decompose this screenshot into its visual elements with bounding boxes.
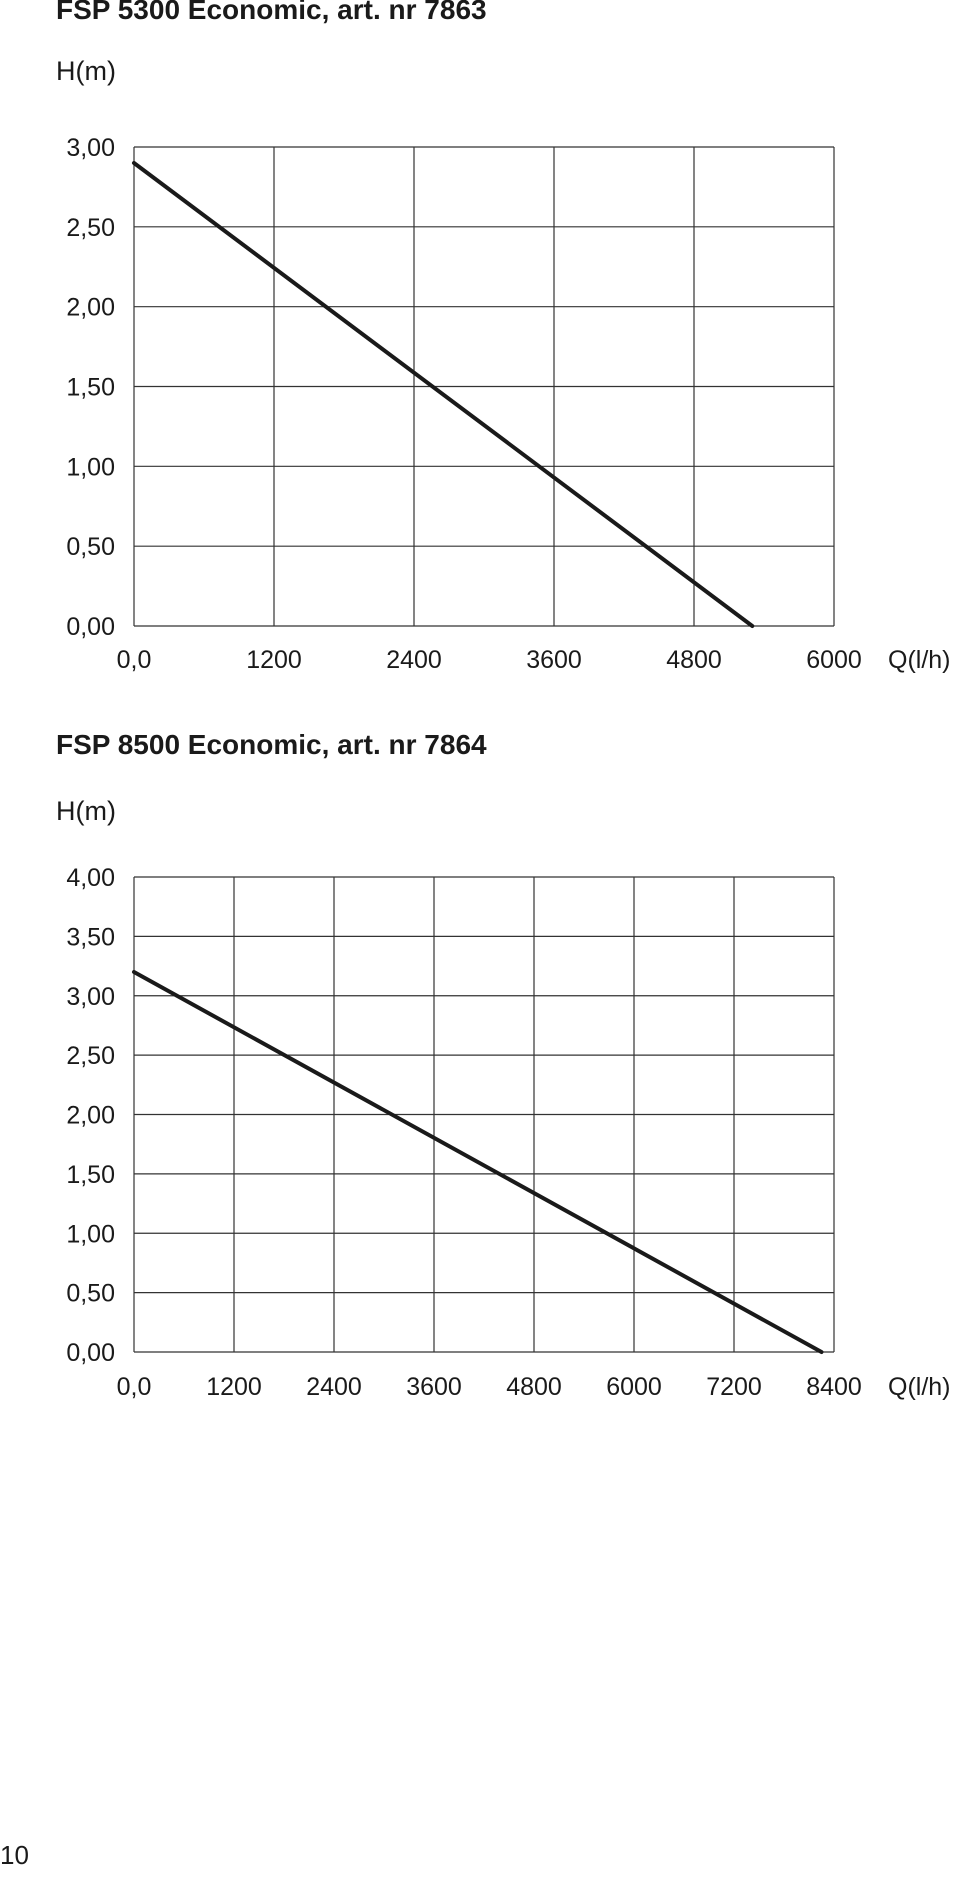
y-tick-label: 2,50	[66, 1042, 115, 1070]
y-tick-label: 1,00	[66, 453, 115, 481]
y-tick-label: 1,50	[66, 374, 115, 402]
y-tick-label: 0,50	[66, 533, 115, 561]
x-tick-label: 7200	[706, 1373, 762, 1401]
x-tick-label: 4800	[666, 646, 722, 674]
y-tick-label: 2,50	[66, 214, 115, 242]
y-tick-label: 3,00	[66, 134, 115, 162]
y-tick-label: 3,50	[66, 923, 115, 951]
x-tick-label: 1200	[246, 646, 302, 674]
x-tick-label: 3600	[406, 1373, 462, 1401]
x-tick-label: 3600	[526, 646, 582, 674]
y-tick-label: 2,00	[66, 1102, 115, 1130]
y-tick-label: 1,00	[66, 1220, 115, 1248]
chart-plot: 0,00 0,50 1,00 1,50 2,00 2,50 3,00 3,50 4,00 0,0 1…	[56, 796, 951, 1401]
y-tick-label: 2,00	[66, 294, 115, 322]
series-line	[132, 970, 824, 1354]
y-tick-label: 4,00	[66, 864, 115, 892]
chart-title: FSP 5300 Economic, art. nr 7863	[56, 0, 487, 25]
x-axis-label: Q(l/h)	[888, 1373, 951, 1401]
x-tick-label: 8400	[806, 1373, 862, 1401]
y-tick-label: 0,50	[66, 1280, 115, 1308]
chart-plot: 0,00 0,50 1,00 1,50 2,00 2,50 3,00 0,0 1200 2400 3…	[56, 56, 951, 674]
x-tick-label: 6000	[806, 646, 862, 674]
page-number: 10	[0, 1840, 29, 1870]
x-tick-label: 6000	[606, 1373, 662, 1401]
x-tick-label: 2400	[386, 646, 442, 674]
x-tick-label: 0,0	[117, 1373, 152, 1401]
chart-fsp-5300: FSP 5300 Economic, art. nr 7863 0,00 0,50…	[0, 0, 960, 720]
y-axis-label: H(m)	[56, 796, 116, 826]
x-tick-label: 0,0	[117, 646, 152, 674]
y-tick-label: 1,50	[66, 1161, 115, 1189]
x-tick-label: 2400	[306, 1373, 362, 1401]
y-tick-label: 3,00	[66, 983, 115, 1011]
chart-fsp-8500: FSP 8500 Economic, art. nr 7864 0,00 0,50…	[0, 729, 960, 1455]
x-tick-label: 1200	[206, 1373, 262, 1401]
series-line	[132, 161, 755, 628]
y-axis-label: H(m)	[56, 56, 116, 86]
x-axis-label: Q(l/h)	[888, 646, 951, 674]
y-tick-label: 0,00	[66, 1339, 115, 1367]
y-tick-label: 0,00	[66, 613, 115, 641]
x-tick-label: 4800	[506, 1373, 562, 1401]
chart-title: FSP 8500 Economic, art. nr 7864	[56, 729, 487, 760]
